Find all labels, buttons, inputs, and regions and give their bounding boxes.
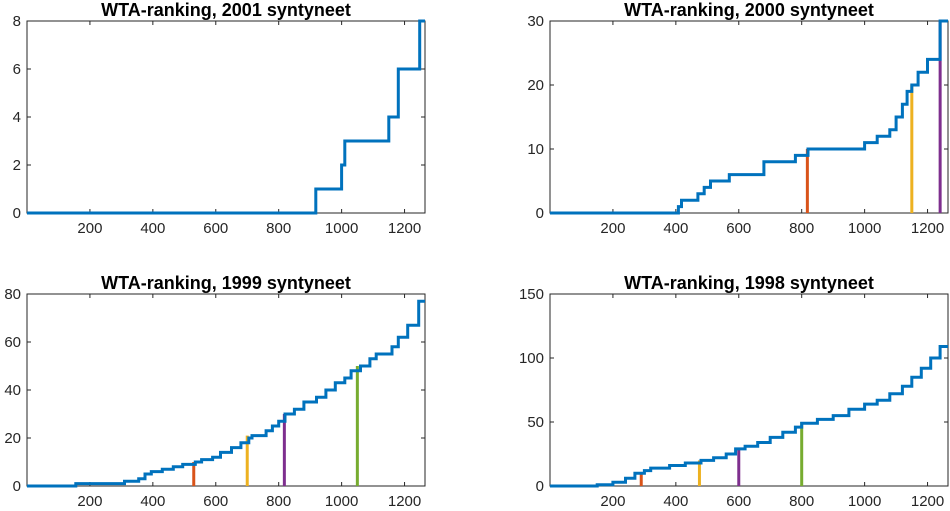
plot-area — [26, 20, 426, 214]
plot-area — [549, 293, 949, 487]
y-tick-label: 0 — [13, 205, 21, 222]
y-tick-label: 10 — [527, 141, 544, 158]
x-tick-label: 1000 — [325, 220, 358, 237]
series-line — [27, 299, 425, 488]
chart-title: WTA-ranking, 1999 syntyneet — [101, 273, 351, 293]
y-tick-label: 60 — [4, 334, 21, 351]
x-tick-label: 1200 — [388, 493, 421, 510]
x-tick-label: 400 — [663, 493, 688, 510]
x-tick-label: 600 — [203, 493, 228, 510]
chart-title: WTA-ranking, 2000 syntyneet — [624, 0, 874, 20]
x-tick-label: 200 — [77, 493, 102, 510]
x-tick-label: 800 — [266, 220, 291, 237]
plot-area — [26, 293, 426, 487]
x-tick-label: 1200 — [911, 493, 944, 510]
x-tick-label: 1000 — [325, 493, 358, 510]
y-tick-label: 2 — [13, 157, 21, 174]
y-tick-label: 6 — [13, 61, 21, 78]
subplot-4: WTA-ranking, 1998 syntyneet 200 400 600 800 1… — [519, 273, 949, 510]
x-tick-label: 1200 — [388, 220, 421, 237]
y-tick-label: 8 — [13, 13, 21, 30]
y-tick-label: 20 — [527, 77, 544, 94]
y-tick-label: 40 — [4, 382, 21, 399]
x-tick-label: 1200 — [911, 220, 944, 237]
plot-area — [549, 20, 949, 214]
y-tick-label: 0 — [536, 205, 544, 222]
series-line — [550, 19, 948, 215]
subplot-1: WTA-ranking, 2001 syntyneet 200 400 600 800 1… — [13, 0, 426, 237]
x-tick-label: 200 — [77, 220, 102, 237]
x-tick-label: 400 — [140, 220, 165, 237]
y-tick-label: 80 — [4, 286, 21, 303]
y-tick-label: 50 — [527, 414, 544, 431]
x-tick-label: 1000 — [848, 220, 881, 237]
y-tick-label: 150 — [519, 286, 544, 303]
y-tick-label: 100 — [519, 350, 544, 367]
x-tick-label: 1000 — [848, 493, 881, 510]
x-tick-label: 600 — [726, 493, 751, 510]
y-tick-label: 0 — [536, 478, 544, 495]
chart-title: WTA-ranking, 1998 syntyneet — [624, 273, 874, 293]
y-tick-label: 20 — [4, 430, 21, 447]
x-tick-label: 600 — [203, 220, 228, 237]
x-tick-label: 600 — [726, 220, 751, 237]
x-tick-label: 200 — [600, 493, 625, 510]
y-tick-label: 4 — [13, 109, 21, 126]
x-tick-label: 800 — [266, 493, 291, 510]
chart-title: WTA-ranking, 2001 syntyneet — [101, 0, 351, 20]
x-tick-label: 800 — [789, 220, 814, 237]
x-tick-label: 400 — [663, 220, 688, 237]
series-line — [27, 19, 425, 215]
series-line — [550, 345, 948, 488]
x-tick-label: 200 — [600, 220, 625, 237]
x-tick-label: 400 — [140, 493, 165, 510]
y-tick-label: 0 — [13, 478, 21, 495]
x-tick-label: 800 — [789, 493, 814, 510]
y-tick-label: 30 — [527, 13, 544, 30]
